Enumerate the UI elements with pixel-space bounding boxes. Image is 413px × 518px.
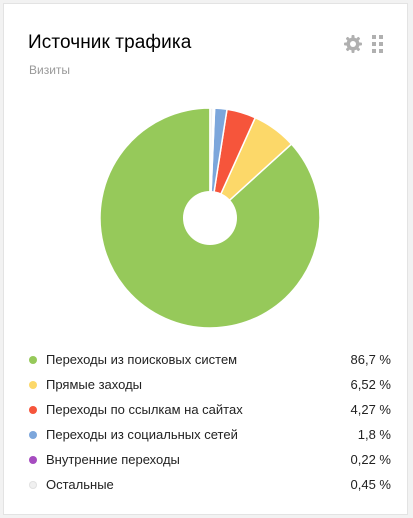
legend-value: 4,27 % [350, 402, 391, 417]
legend-item[interactable]: Остальные 0,45 % [29, 472, 391, 497]
traffic-donut-chart [99, 107, 321, 329]
legend-color-dot [29, 356, 37, 364]
legend-item[interactable]: Прямые заходы 6,52 % [29, 372, 391, 397]
legend-color-dot [29, 456, 37, 464]
legend-label: Переходы из поисковых систем [46, 352, 238, 367]
chart-legend: Переходы из поисковых систем 86,7 % Прямые… [29, 347, 391, 497]
legend-color-dot [29, 381, 37, 389]
drag-handle-icon[interactable] [372, 35, 384, 53]
legend-value: 0,45 % [350, 477, 391, 492]
legend-color-dot [29, 406, 37, 414]
legend-label: Остальные [46, 477, 114, 492]
legend-color-dot [29, 481, 37, 489]
legend-value: 0,22 % [350, 452, 391, 467]
legend-item[interactable]: Переходы из поисковых систем 86,7 % [29, 347, 391, 372]
legend-value: 1,8 % [357, 427, 391, 442]
legend-value: 86,7 % [350, 352, 391, 367]
widget-title: Источник трафика [28, 32, 192, 53]
legend-value: 6,52 % [350, 377, 391, 392]
legend-label: Прямые заходы [46, 377, 143, 392]
widget-subtitle: Визиты [29, 63, 71, 77]
legend-item[interactable]: Переходы по ссылкам на сайтах 4,27 % [29, 397, 391, 422]
legend-label: Внутренние переходы [46, 452, 180, 467]
pie-slice[interactable] [209, 107, 214, 219]
legend-color-dot [29, 431, 37, 439]
gear-icon[interactable] [343, 34, 363, 54]
traffic-source-widget: Источник трафика Визиты Переходы из поис… [3, 3, 408, 515]
legend-item[interactable]: Переходы из социальных сетей 1,8 % [29, 422, 391, 447]
donut-hole [183, 191, 237, 245]
legend-label: Переходы из социальных сетей [46, 427, 238, 442]
legend-label: Переходы по ссылкам на сайтах [46, 402, 243, 417]
legend-item[interactable]: Внутренние переходы 0,22 % [29, 447, 391, 472]
